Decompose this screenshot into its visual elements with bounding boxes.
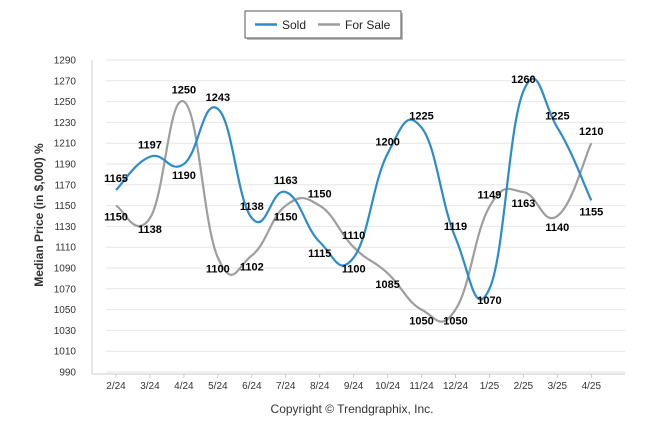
x-tick-label: 4/24 xyxy=(174,381,194,392)
for-sale-data-label: 1150 xyxy=(274,212,298,224)
for-sale-data-label: 1050 xyxy=(443,316,467,328)
x-tick-label: 5/24 xyxy=(208,381,228,392)
y-tick-label: 1090 xyxy=(54,264,77,275)
for-sale-data-label: 1140 xyxy=(545,222,569,234)
x-tick-label: 8/24 xyxy=(310,381,330,392)
y-tick-label: 1010 xyxy=(54,347,77,358)
y-tick-label: 1050 xyxy=(54,305,77,316)
y-tick-label: 1130 xyxy=(54,222,76,233)
x-tick-label: 4/25 xyxy=(582,381,602,392)
x-tick-label: 2/24 xyxy=(106,381,126,392)
sold-data-label: 1243 xyxy=(206,92,230,104)
sold-data-label: 1200 xyxy=(375,137,399,149)
y-tick-label: 1110 xyxy=(55,243,76,254)
x-tick-label: 3/24 xyxy=(140,381,160,392)
for-sale-data-label: 1150 xyxy=(104,212,128,224)
for-sale-series-line xyxy=(115,100,593,323)
y-tick-label: 1170 xyxy=(54,180,76,191)
x-tick-label: 11/24 xyxy=(409,381,434,392)
for-sale-data-label: 1138 xyxy=(138,224,162,236)
y-tick-label: 990 xyxy=(59,368,76,379)
y-tick-label: 1070 xyxy=(54,284,77,295)
y-tick-label: 1030 xyxy=(54,326,77,337)
sold-data-label: 1155 xyxy=(579,206,603,218)
y-tick-label: 1190 xyxy=(54,160,76,171)
x-tick-label: 6/24 xyxy=(242,381,262,392)
for-sale-data-label: 1050 xyxy=(409,316,433,328)
sold-data-label: 1197 xyxy=(138,140,162,152)
y-tick-label: 1270 xyxy=(54,76,77,87)
sold-data-label: 1115 xyxy=(308,248,331,260)
y-tick-label: 1150 xyxy=(54,201,76,212)
y-axis-title: Median Price (in $,000) % xyxy=(32,143,46,287)
sold-data-label: 1165 xyxy=(104,173,128,185)
sold-data-label: 1163 xyxy=(274,175,298,187)
data-labels: 1165 1197 1190 1243 1138 1163 1115 1100 1200 1225… xyxy=(104,74,603,327)
copyright-credit: Copyright © Trendgraphix, Inc. xyxy=(271,402,434,416)
y-tick-label: 1290 xyxy=(54,56,77,67)
y-tick-label: 1230 xyxy=(54,118,77,129)
sold-data-label: 1260 xyxy=(511,74,535,86)
x-tick-label: 9/24 xyxy=(344,381,364,392)
x-tick-label: 12/24 xyxy=(443,381,468,392)
axes: 990 1010 1030 1050 1070 1090 1110 1130 1150 1170 1… xyxy=(54,56,625,392)
x-tick-label: 10/24 xyxy=(375,381,400,392)
sold-data-label: 1070 xyxy=(477,295,501,307)
for-sale-data-label: 1102 xyxy=(240,262,264,274)
for-sale-data-label: 1100 xyxy=(206,264,230,276)
y-tick-label: 1250 xyxy=(54,97,77,108)
x-tick-label: 3/25 xyxy=(548,381,568,392)
grid-lines xyxy=(106,59,625,373)
sold-data-label: 1138 xyxy=(240,201,264,213)
for-sale-data-label: 1085 xyxy=(375,279,399,291)
series-lines xyxy=(115,77,593,323)
legend-sold-label: Sold xyxy=(282,18,306,32)
for-sale-data-label: 1250 xyxy=(172,85,196,97)
sold-data-label: 1100 xyxy=(342,264,366,276)
for-sale-data-label: 1210 xyxy=(579,126,603,138)
sold-data-label: 1225 xyxy=(545,111,569,123)
sold-data-label: 1119 xyxy=(444,221,467,233)
for-sale-data-label: 1110 xyxy=(342,230,365,242)
for-sale-data-label: 1163 xyxy=(511,198,535,210)
legend-for-sale-label: For Sale xyxy=(345,18,391,32)
x-tick-label: 1/25 xyxy=(480,381,500,392)
sold-data-label: 1190 xyxy=(172,170,196,182)
for-sale-data-label: 1149 xyxy=(478,190,502,202)
sold-series-line xyxy=(115,77,593,301)
for-sale-data-label: 1150 xyxy=(308,189,332,201)
x-tick-label: 7/24 xyxy=(276,381,296,392)
y-tick-label: 1210 xyxy=(54,139,77,150)
x-tick-label: 2/25 xyxy=(514,381,534,392)
legend[interactable]: Sold For Sale xyxy=(244,10,403,40)
sold-data-label: 1225 xyxy=(409,111,433,123)
